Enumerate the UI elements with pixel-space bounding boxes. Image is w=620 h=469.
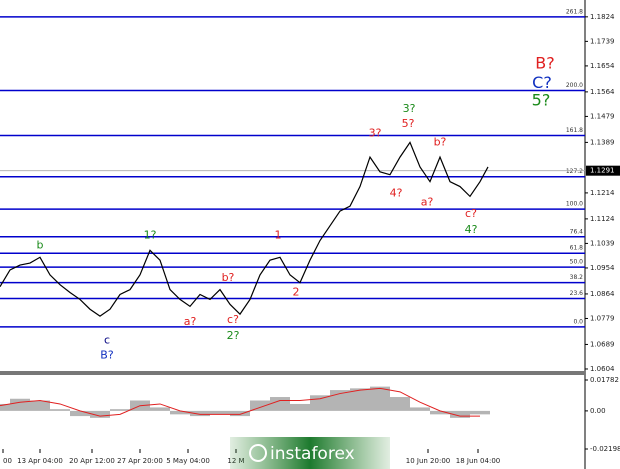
x-tick-label: 20 Apr 12:00 bbox=[69, 457, 115, 465]
histogram-bar bbox=[110, 409, 130, 411]
x-tick-label: 5 May 04:00 bbox=[166, 457, 210, 465]
fib-label: 161.8 bbox=[566, 127, 583, 134]
y-tick-label: 1.1389 bbox=[590, 138, 615, 146]
histogram-bar bbox=[0, 403, 10, 411]
histogram-bar bbox=[10, 398, 30, 411]
histogram-bar bbox=[370, 386, 390, 411]
wave-label: 3? bbox=[403, 102, 416, 115]
y-tick-label: 0.01782 bbox=[590, 376, 619, 384]
x-tick-label: 18 Jun 04:00 bbox=[456, 457, 500, 465]
histogram-bar bbox=[390, 397, 410, 411]
wave-label: a? bbox=[184, 315, 197, 328]
x-tick-label: 00 bbox=[3, 457, 12, 465]
histogram-bar bbox=[250, 400, 270, 411]
wave-label: 3? bbox=[369, 127, 382, 140]
y-tick-label: 0.00 bbox=[590, 407, 606, 415]
histogram-bar bbox=[70, 410, 90, 417]
histogram-bar bbox=[410, 407, 430, 411]
histogram-bar bbox=[50, 409, 70, 411]
watermark-text: instaforex bbox=[270, 444, 355, 464]
histogram-bar bbox=[450, 410, 470, 418]
watermark-logo bbox=[249, 444, 267, 462]
x-tick-label: 10 Jun 20:00 bbox=[406, 457, 450, 465]
histogram-bar bbox=[230, 410, 250, 417]
histogram-bar bbox=[310, 395, 330, 411]
histogram-bar bbox=[30, 400, 50, 411]
histogram-bar bbox=[350, 388, 370, 411]
histogram-bar bbox=[270, 397, 290, 411]
fib-label: 38.2 bbox=[570, 274, 584, 281]
last-price-label: 1.1291 bbox=[590, 167, 615, 175]
wave-label: C? bbox=[532, 73, 552, 92]
y-tick-label: 1.1654 bbox=[590, 62, 615, 70]
watermark-banner bbox=[230, 437, 390, 469]
fib-label: 61.8 bbox=[570, 245, 584, 252]
y-tick-label: 1.0689 bbox=[590, 340, 615, 348]
y-tick-label: 1.1564 bbox=[590, 88, 615, 96]
fib-label: 127.2 bbox=[566, 168, 583, 175]
histogram-bar bbox=[90, 410, 110, 418]
wave-label: b bbox=[37, 238, 44, 251]
fib-label: 100.0 bbox=[566, 201, 583, 208]
histogram-bar bbox=[190, 410, 210, 417]
y-tick-label: -0.02198 bbox=[590, 445, 620, 453]
wave-label: 4? bbox=[465, 223, 478, 236]
fib-label: 23.6 bbox=[570, 290, 584, 297]
y-tick-label: 1.1824 bbox=[590, 13, 615, 21]
wave-label: b? bbox=[222, 271, 235, 284]
plot-background bbox=[0, 0, 585, 469]
wave-label: c? bbox=[465, 207, 477, 220]
wave-label: 2? bbox=[227, 329, 240, 342]
fib-label: 50.0 bbox=[570, 259, 584, 266]
histogram-bar bbox=[430, 410, 450, 415]
wave-label: 5? bbox=[532, 91, 551, 110]
wave-label: b? bbox=[434, 135, 447, 148]
price-line bbox=[0, 141, 489, 317]
fib-label: 0.0 bbox=[573, 318, 583, 325]
y-tick-label: 1.1214 bbox=[590, 189, 615, 197]
wave-label: B? bbox=[100, 348, 114, 361]
y-tick-label: 1.1039 bbox=[590, 239, 615, 247]
wave-label: c bbox=[104, 334, 110, 347]
wave-label: 2 bbox=[293, 285, 300, 298]
last-price-box bbox=[586, 165, 620, 176]
pane-separator bbox=[0, 371, 585, 375]
y-tick-label: 1.1479 bbox=[590, 112, 615, 120]
y-tick-label: 1.0864 bbox=[590, 290, 615, 298]
histogram-bar bbox=[150, 407, 170, 411]
fib-label: 200.0 bbox=[566, 82, 583, 89]
histogram-bar bbox=[170, 410, 190, 415]
fib-label: 76.4 bbox=[570, 228, 584, 235]
y-tick-label: 1.0779 bbox=[590, 314, 615, 322]
y-tick-label: 1.0604 bbox=[590, 365, 615, 373]
wave-label: 4? bbox=[390, 186, 403, 199]
wave-label: 1? bbox=[144, 229, 157, 242]
signal-line bbox=[0, 387, 480, 417]
y-tick-label: 1.1124 bbox=[590, 215, 615, 223]
x-tick-label: 27 Apr 20:00 bbox=[117, 457, 163, 465]
x-tick-label: 13 Apr 04:00 bbox=[17, 457, 63, 465]
wave-label: 1 bbox=[275, 229, 282, 242]
y-tick-label: 1.1739 bbox=[590, 37, 615, 45]
histogram-bar bbox=[290, 403, 310, 411]
wave-label: B? bbox=[535, 53, 554, 72]
wave-label: 5? bbox=[402, 117, 415, 130]
y-tick-label: 1.0954 bbox=[590, 264, 615, 272]
wave-label: c? bbox=[227, 313, 239, 326]
histogram-bar bbox=[470, 410, 490, 415]
wave-label: a? bbox=[421, 195, 434, 208]
fib-label: 261.8 bbox=[566, 8, 583, 15]
histogram-bar bbox=[210, 410, 230, 415]
